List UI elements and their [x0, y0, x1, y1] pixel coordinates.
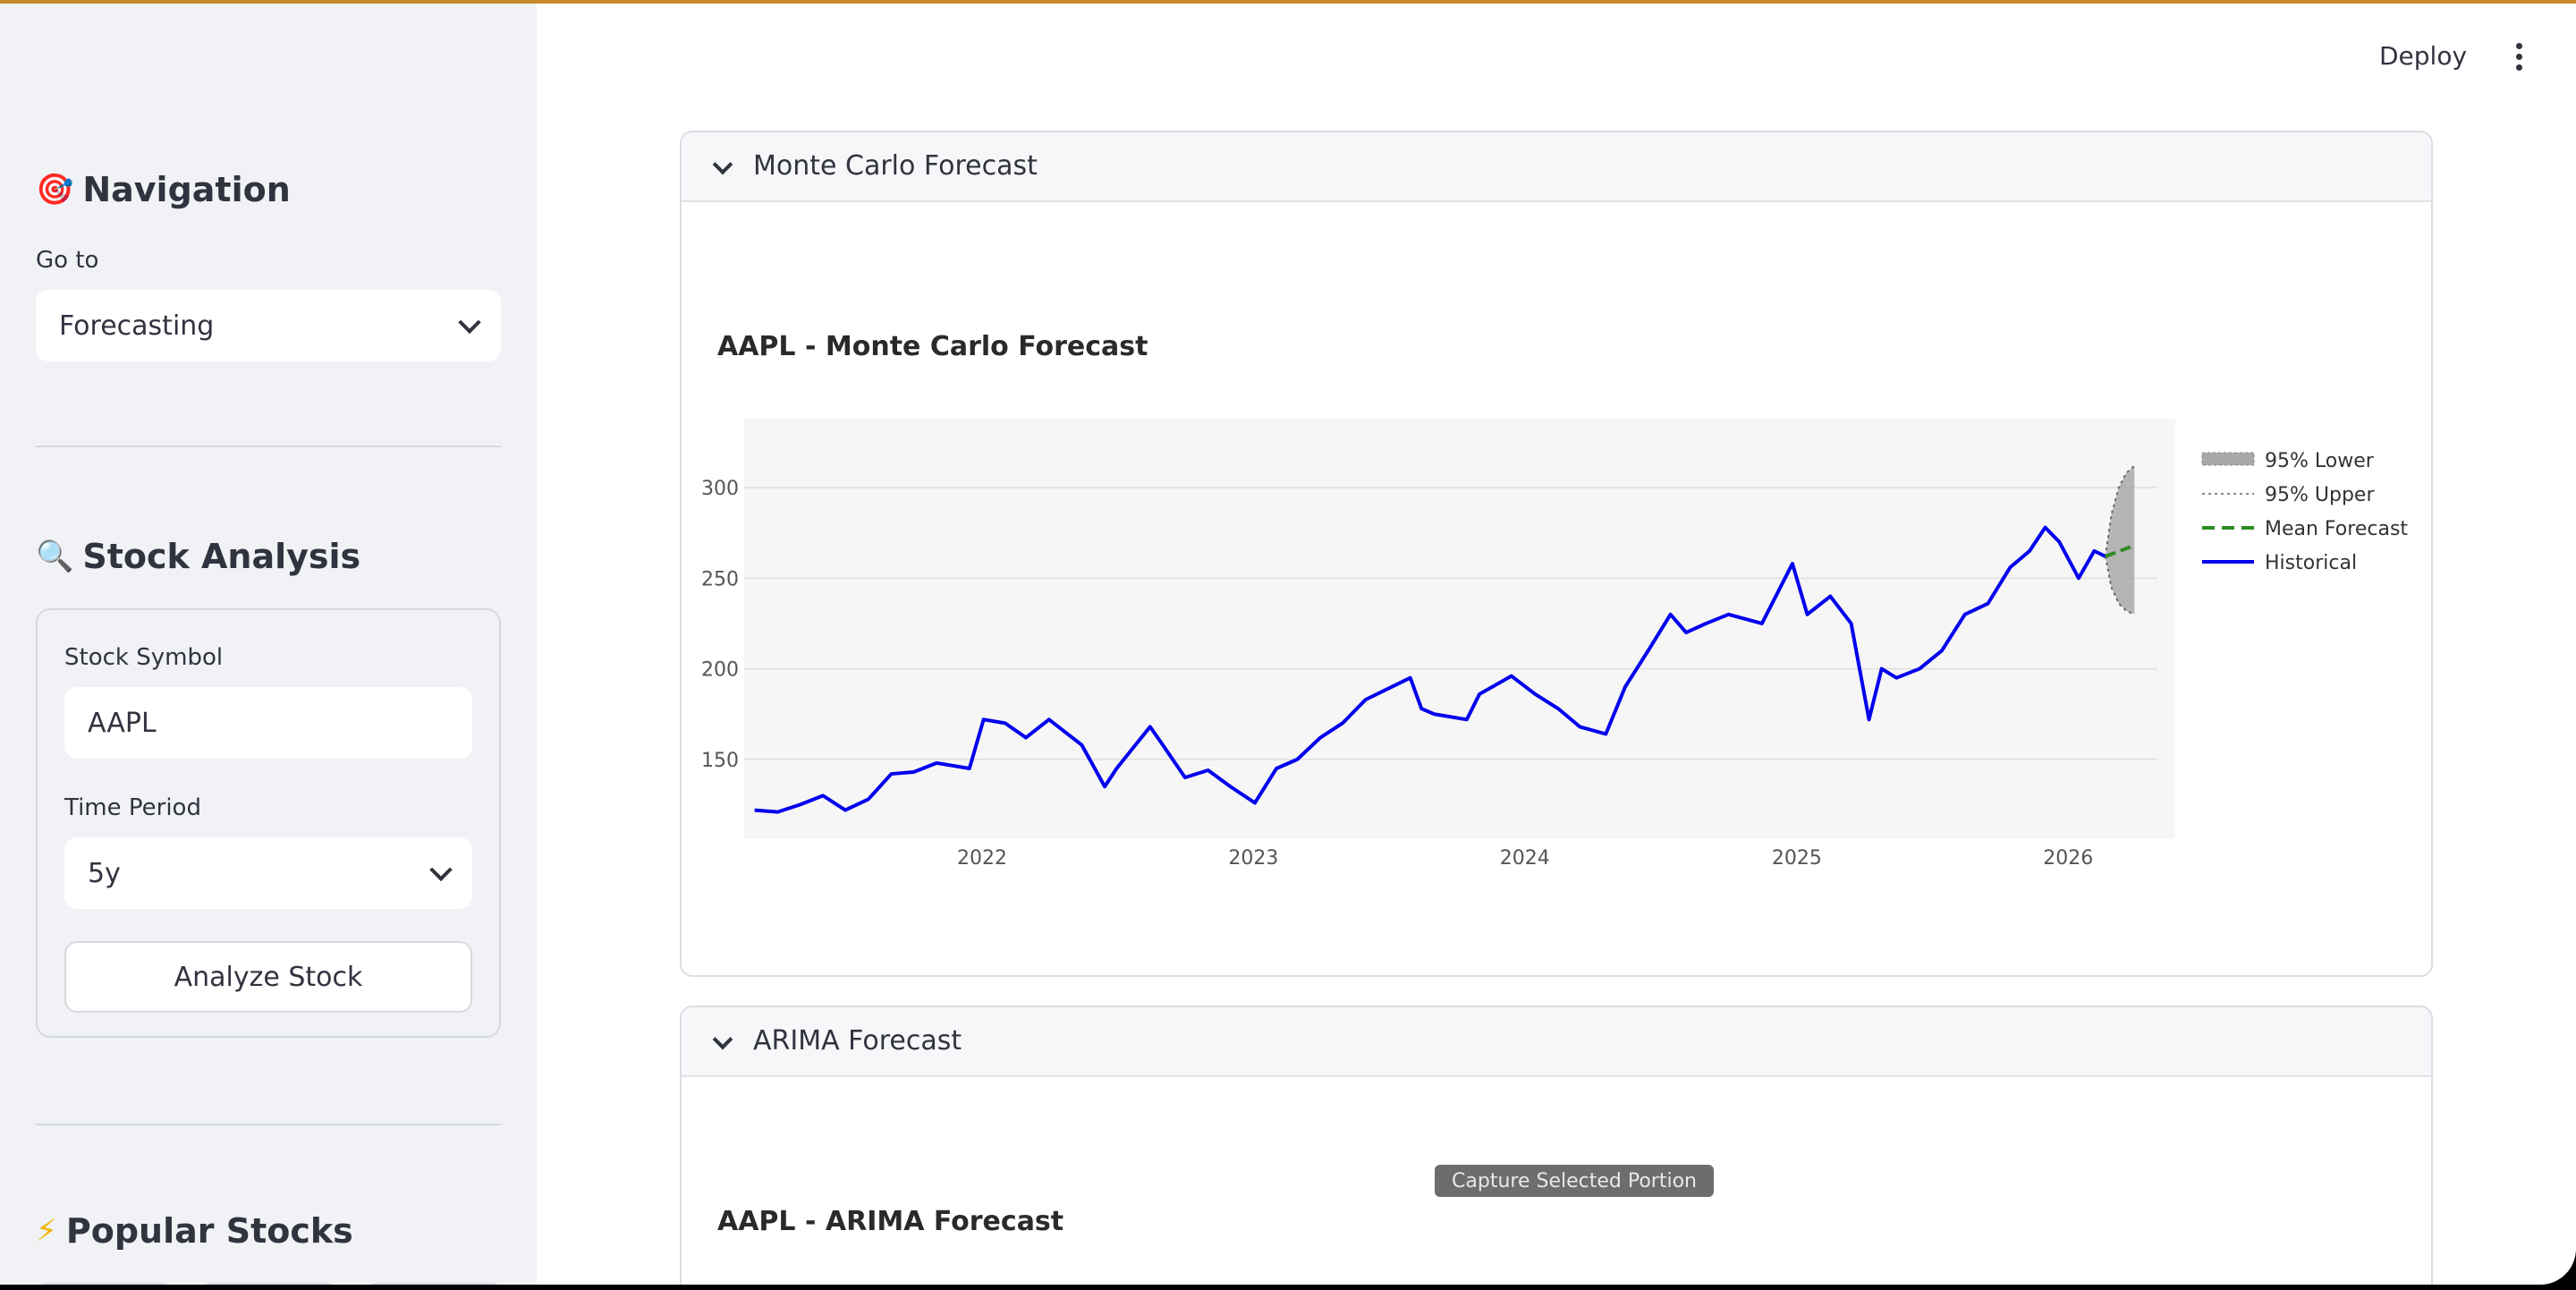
- arima-chart-title: AAPL - ARIMA Forecast: [717, 1206, 1064, 1237]
- chevron-down-icon: [458, 310, 481, 335]
- monte-carlo-chart[interactable]: 150 200 250 300 2022 2023 2024 2025 2026 95% Lowe…: [682, 419, 2431, 920]
- sidebar: 🎯 Navigation Go to Forecasting 🔍 Stock A…: [0, 4, 537, 1285]
- navigation-heading: 🎯 Navigation: [36, 170, 291, 209]
- legend-label: 95% Upper: [2265, 484, 2375, 506]
- popular-stock-button[interactable]: [36, 1283, 174, 1285]
- target-icon: 🎯: [36, 172, 74, 208]
- capture-selected-portion-button[interactable]: Capture Selected Portion: [1435, 1165, 1714, 1197]
- y-tick-label: 150: [701, 750, 739, 772]
- legend-label: Mean Forecast: [2265, 518, 2408, 540]
- sidebar-divider: [36, 446, 501, 447]
- monte-carlo-expander-header[interactable]: Monte Carlo Forecast: [682, 132, 2431, 202]
- monte-carlo-expander: Monte Carlo Forecast AAPL - Monte Carlo …: [680, 131, 2433, 977]
- x-tick-label: 2026: [2043, 847, 2093, 870]
- stock-analysis-heading: 🔍 Stock Analysis: [36, 537, 360, 576]
- popular-stocks-heading: ⚡ Popular Stocks: [36, 1211, 353, 1251]
- goto-select-value: Forecasting: [59, 310, 215, 342]
- time-period-select[interactable]: 5y: [64, 837, 472, 909]
- legend-label: 95% Lower: [2265, 450, 2375, 472]
- monte-carlo-chart-title: AAPL - Monte Carlo Forecast: [717, 331, 1148, 362]
- x-tick-label: 2025: [1772, 847, 1822, 870]
- y-tick-label: 300: [701, 478, 739, 500]
- popular-stock-button[interactable]: [200, 1283, 338, 1285]
- arima-expander-title: ARIMA Forecast: [753, 1025, 962, 1057]
- x-tick-label: 2023: [1228, 847, 1278, 870]
- deploy-button[interactable]: Deploy: [2379, 41, 2468, 71]
- chevron-down-icon: [712, 1029, 733, 1050]
- arima-expander: ARIMA Forecast AAPL - ARIMA Forecast: [680, 1006, 2433, 1285]
- stock-analysis-form: Stock Symbol AAPL Time Period 5y Analyze…: [36, 608, 501, 1038]
- analyze-stock-button[interactable]: Analyze Stock: [64, 941, 472, 1013]
- arima-expander-header[interactable]: ARIMA Forecast: [682, 1007, 2431, 1077]
- stock-symbol-input[interactable]: AAPL: [64, 687, 472, 759]
- plot-background: [744, 419, 2175, 839]
- more-vert-icon[interactable]: [2513, 43, 2524, 72]
- stock-symbol-value: AAPL: [88, 707, 157, 739]
- goto-label: Go to: [36, 247, 99, 274]
- series-mean-forecast-line: [2105, 543, 2135, 558]
- chevron-down-icon: [429, 858, 453, 882]
- stock-analysis-title: Stock Analysis: [82, 537, 361, 576]
- popular-stock-button[interactable]: [365, 1283, 503, 1285]
- legend-swatch-95-lower: [2201, 452, 2255, 466]
- monte-carlo-expander-title: Monte Carlo Forecast: [753, 150, 1038, 182]
- time-period-label: Time Period: [64, 794, 201, 821]
- y-tick-label: 250: [701, 568, 739, 590]
- lightning-icon: ⚡: [36, 1213, 57, 1249]
- series-95-lower-band: [2105, 465, 2135, 615]
- series-95-lower-line: [2104, 556, 2135, 615]
- x-tick-label: 2024: [1500, 847, 1550, 870]
- series-historical-line: [754, 525, 2106, 814]
- stock-symbol-label: Stock Symbol: [64, 644, 224, 671]
- top-accent-bar: [0, 0, 2576, 4]
- y-tick-label: 200: [701, 659, 739, 682]
- chevron-down-icon: [712, 154, 733, 175]
- popular-stocks-title: Popular Stocks: [65, 1211, 353, 1251]
- time-period-value: 5y: [88, 857, 121, 889]
- sidebar-divider: [36, 1124, 501, 1125]
- series-95-upper-line: [2104, 464, 2135, 557]
- x-tick-label: 2022: [957, 847, 1007, 870]
- goto-select[interactable]: Forecasting: [36, 290, 501, 361]
- legend-label: Historical: [2265, 552, 2357, 574]
- magnifier-icon: 🔍: [36, 539, 74, 574]
- navigation-title: Navigation: [82, 170, 291, 209]
